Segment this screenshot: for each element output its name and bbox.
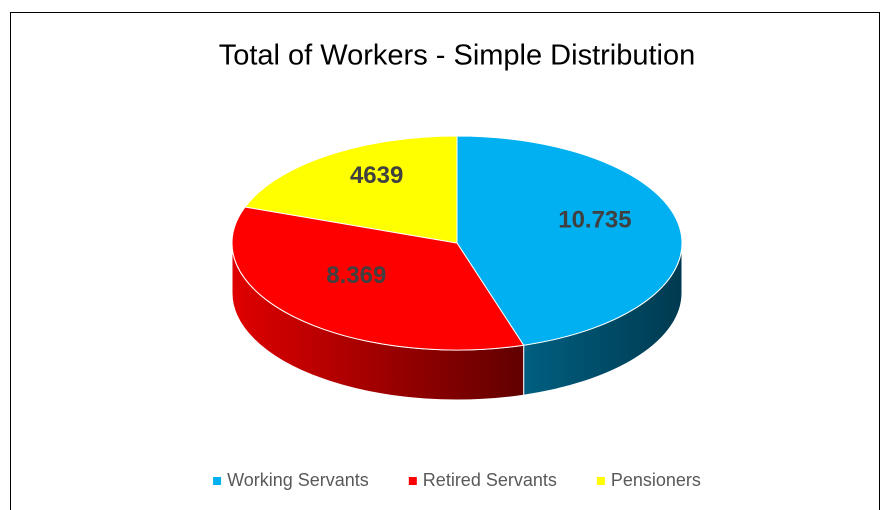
slice bbox=[456, 135, 683, 346]
legend-label: Pensioners bbox=[611, 470, 701, 490]
data-label: 4639 bbox=[350, 162, 403, 189]
legend-marker bbox=[408, 477, 417, 485]
slice bbox=[231, 206, 525, 351]
legend-marker bbox=[596, 477, 605, 485]
legend: Working Servants Retired Servants Pensione… bbox=[213, 470, 701, 490]
legend-label: Retired Servants bbox=[423, 470, 557, 490]
data-label: 10.735 bbox=[558, 206, 631, 233]
data-label: 8.369 bbox=[326, 262, 386, 289]
legend-marker bbox=[213, 477, 222, 485]
slice bbox=[244, 135, 458, 244]
chart-title: Total of Workers - Simple Distribution bbox=[219, 40, 696, 72]
legend-label: Working Servants bbox=[227, 470, 369, 490]
